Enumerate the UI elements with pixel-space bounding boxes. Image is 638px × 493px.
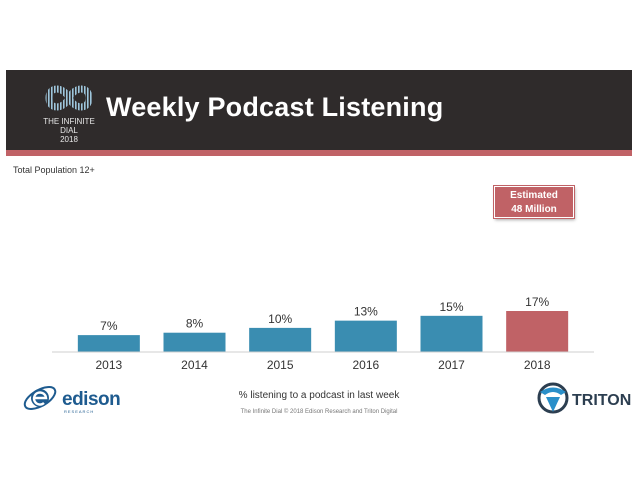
bar-chart: 7% 2013 8% 2014 10% 2015 13% 2016 15% 2017 17% 2018 [52,295,594,372]
triton-logo: TRITON [536,381,631,420]
population-subtitle: Total Population 12+ [13,165,95,175]
data-label-2016: 13% [354,305,378,319]
callout-line1: Estimated [510,190,558,201]
logo-caption-line1: THE INFINITE DIAL [43,117,95,135]
bar-2016 [334,320,397,352]
bar-2015 [249,327,312,352]
edison-wordmark: edison [62,389,121,410]
infinite-dial-logo: THE INFINITE DIAL 2018 [34,84,104,144]
bar-2014 [163,332,226,352]
copyright-note: The Infinite Dial © 2018 Edison Research… [240,409,398,415]
data-label-2015: 10% [268,312,292,326]
data-label-2017: 15% [439,300,463,314]
bar-2018 [506,311,569,352]
callout-line2: 48 Million [511,204,557,215]
bar-2013 [77,335,140,352]
infinity-icon [45,85,93,111]
data-label-2013: 7% [100,319,118,333]
x-axis-caption: % listening to a podcast in last week [238,390,400,401]
logo-caption-line2: 2018 [60,135,78,144]
data-label-2018: 17% [525,295,549,309]
edison-swirl-icon [23,386,57,410]
tick-label-2015: 2015 [267,358,294,372]
header-accent-stripe [6,150,632,156]
estimate-callout: Estimated 48 Million [494,186,574,218]
triton-mark-icon [537,382,569,414]
data-label-2014: 8% [186,317,204,331]
tick-label-2013: 2013 [95,358,122,372]
tick-label-2018: 2018 [524,358,551,372]
page-title: Weekly Podcast Listening [106,92,444,122]
bar-2017 [420,315,483,352]
edison-subword: RESEARCH [64,409,95,414]
header-bar: THE INFINITE DIAL 2018 Weekly Podcast Li… [6,70,632,150]
tick-label-2016: 2016 [352,358,379,372]
tick-label-2017: 2017 [438,358,465,372]
edison-logo: edison RESEARCH [20,380,121,421]
triton-wordmark: TRITON [572,392,632,409]
tick-label-2014: 2014 [181,358,208,372]
